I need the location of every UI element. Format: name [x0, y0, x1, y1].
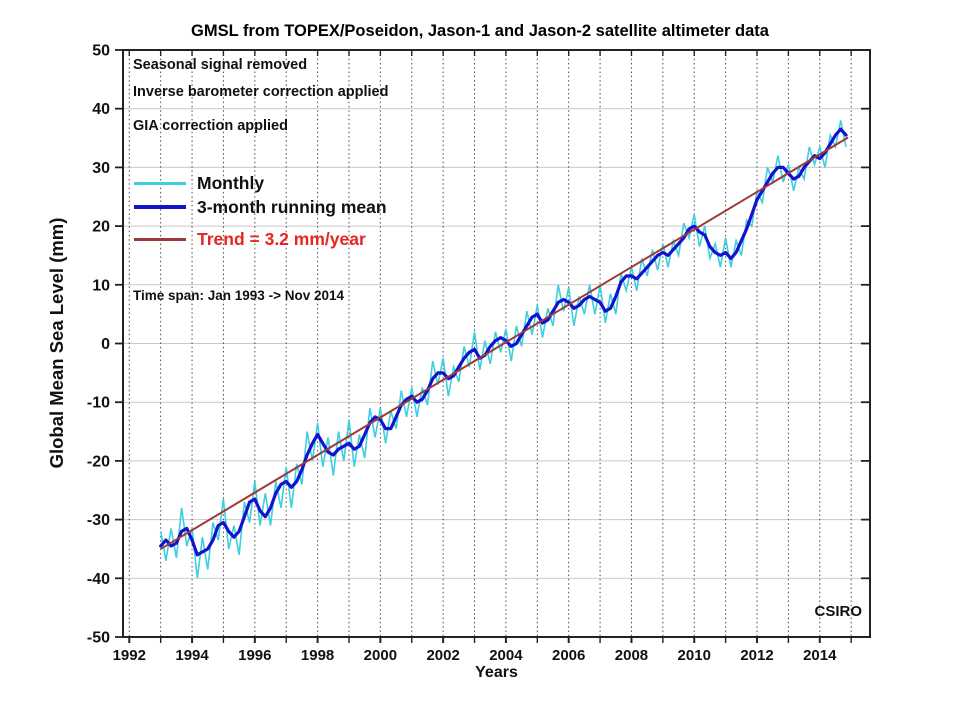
x-tick-label: 2000	[364, 647, 397, 664]
y-axis-label: Global Mean Sea Level (mm)	[46, 217, 67, 469]
y-tick-label: 30	[92, 160, 110, 177]
legend-label-trend: Trend = 3.2 mm/year	[197, 228, 366, 249]
x-tick-label: 2006	[552, 647, 585, 664]
annotation-seasonal: Seasonal signal removed	[133, 57, 308, 73]
trend-line	[160, 136, 849, 550]
legend-item-trend: Trend = 3.2 mm/year	[134, 228, 366, 250]
legend-label-running-mean: 3-month running mean	[197, 196, 387, 217]
y-tick-label: -20	[87, 453, 110, 470]
x-tick-label: 2010	[678, 647, 711, 664]
x-tick-label: 2002	[426, 647, 459, 664]
running-mean-line	[159, 127, 848, 557]
y-tick-label: -30	[87, 512, 110, 529]
legend-item-running-mean: 3-month running mean	[134, 196, 387, 218]
annotation-gia: GIA correction applied	[133, 118, 288, 134]
y-tick-label: -10	[87, 395, 110, 412]
monthly-line-swatch	[134, 181, 186, 185]
y-tick-label: 20	[92, 219, 110, 236]
y-tick-label: 0	[101, 336, 110, 353]
x-tick-label: 1994	[175, 647, 209, 664]
x-tick-label: 1998	[301, 647, 334, 664]
legend-item-monthly: Monthly	[134, 172, 264, 194]
x-tick-label: 2014	[803, 647, 837, 664]
x-axis-label: Years	[475, 664, 518, 681]
x-tick-label: 2008	[615, 647, 648, 664]
source-label: CSIRO	[814, 603, 862, 620]
x-tick-label: 2004	[489, 647, 523, 664]
legend-label-monthly: Monthly	[197, 172, 265, 193]
x-tick-label: 2012	[740, 647, 773, 664]
x-tick-label: 1996	[238, 647, 271, 664]
trend-line-swatch	[134, 237, 186, 241]
x-tick-label: 1992	[113, 647, 146, 664]
y-tick-label: 10	[92, 277, 110, 294]
annotation-timespan: Time span: Jan 1993 -> Nov 2014	[133, 288, 344, 303]
y-tick-label: -50	[87, 630, 110, 647]
y-tick-label: 40	[92, 101, 110, 118]
y-tick-label: 50	[92, 43, 110, 60]
annotation-inverse-barometer: Inverse barometer correction applied	[133, 84, 389, 100]
running-mean-line-swatch	[134, 204, 186, 210]
y-tick-label: -40	[87, 571, 110, 588]
chart-title: GMSL from TOPEX/Poseidon, Jason-1 and Ja…	[191, 22, 769, 40]
